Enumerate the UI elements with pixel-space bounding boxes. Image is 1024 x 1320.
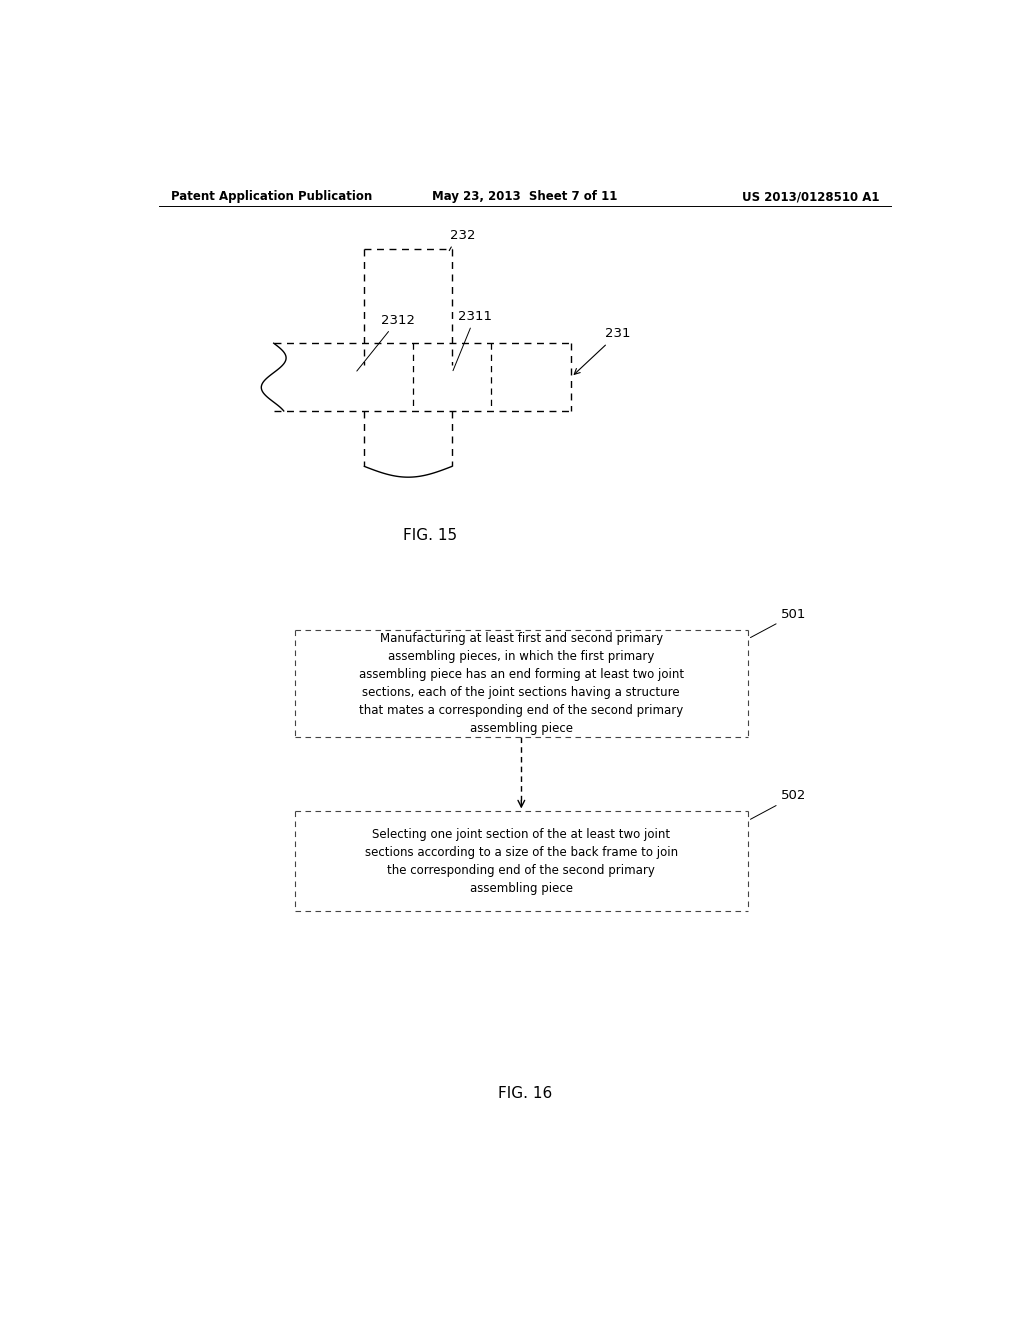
Text: May 23, 2013  Sheet 7 of 11: May 23, 2013 Sheet 7 of 11: [432, 190, 617, 203]
Text: FIG. 15: FIG. 15: [403, 528, 458, 544]
Text: 231: 231: [574, 327, 630, 375]
Text: Patent Application Publication: Patent Application Publication: [171, 190, 372, 203]
Text: 232: 232: [450, 228, 475, 251]
Text: 502: 502: [751, 789, 807, 820]
Text: 501: 501: [751, 607, 807, 638]
Text: Selecting one joint section of the at least two joint
sections according to a si: Selecting one joint section of the at le…: [365, 828, 678, 895]
Text: FIG. 16: FIG. 16: [498, 1086, 552, 1101]
Text: Manufacturing at least first and second primary
assembling pieces, in which the : Manufacturing at least first and second …: [358, 632, 684, 735]
Text: US 2013/0128510 A1: US 2013/0128510 A1: [742, 190, 880, 203]
Text: 2312: 2312: [356, 314, 415, 371]
Text: 2311: 2311: [453, 310, 493, 371]
